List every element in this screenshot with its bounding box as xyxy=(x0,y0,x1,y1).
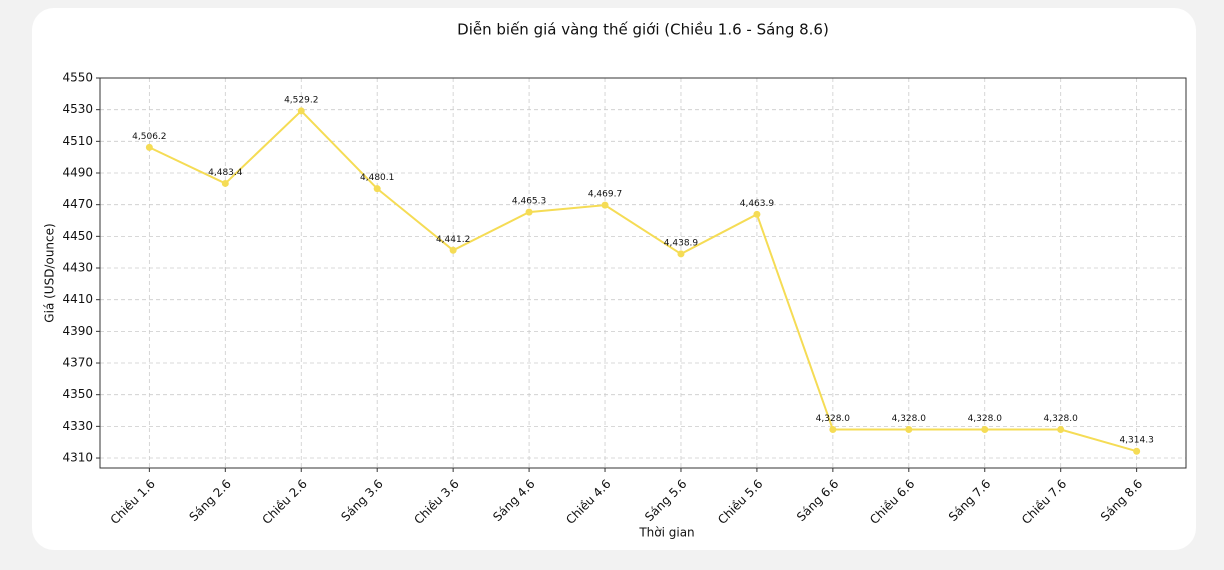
data-point xyxy=(753,210,761,218)
y-tick-label: 4370 xyxy=(62,356,93,370)
x-tick-label: Chiều 6.6 xyxy=(867,477,917,527)
x-tick-label: Sáng 2.6 xyxy=(186,477,233,524)
y-tick-label: 4450 xyxy=(62,229,93,243)
data-point xyxy=(981,426,989,434)
x-tick-label: Sáng 7.6 xyxy=(946,477,993,524)
y-tick-label: 4430 xyxy=(62,261,93,275)
value-label: 4,465.3 xyxy=(512,197,546,207)
data-point xyxy=(1133,447,1141,455)
data-point xyxy=(297,107,305,115)
data-point xyxy=(373,185,381,193)
x-tick-label: Sáng 5.6 xyxy=(642,477,689,524)
y-tick-label: 4550 xyxy=(62,71,93,85)
y-tick-label: 4530 xyxy=(62,102,93,116)
value-label: 4,529.2 xyxy=(284,95,318,105)
x-tick-label: Chiều 7.6 xyxy=(1019,477,1069,527)
y-tick-label: 4310 xyxy=(62,451,93,465)
y-tick-label: 4330 xyxy=(62,419,93,433)
data-point xyxy=(677,250,685,258)
value-label: 4,314.3 xyxy=(1119,436,1153,446)
value-label: 4,438.9 xyxy=(664,238,699,248)
data-point xyxy=(1057,426,1065,434)
chart-title: Diễn biến giá vàng thế giới (Chiều 1.6 -… xyxy=(457,21,829,39)
plot-frame xyxy=(99,77,1187,469)
data-point xyxy=(221,179,229,187)
x-tick-label: Sáng 8.6 xyxy=(1098,477,1145,524)
x-tick-label: Chiều 5.6 xyxy=(715,477,765,527)
data-line xyxy=(148,109,1137,453)
value-label: 4,506.2 xyxy=(132,132,166,142)
value-label: 4,328.0 xyxy=(968,414,1003,424)
value-label: 4,441.2 xyxy=(436,235,470,245)
value-label: 4,480.1 xyxy=(360,173,394,183)
x-tick-label: Chiều 2.6 xyxy=(259,477,309,527)
x-axis-label: Thời gian xyxy=(638,526,694,540)
data-point xyxy=(905,426,913,434)
data-point xyxy=(449,246,457,254)
value-label: 4,463.9 xyxy=(740,199,775,209)
x-tick-label: Chiều 3.6 xyxy=(411,477,461,527)
value-label: 4,469.7 xyxy=(588,190,622,200)
y-axis-label: Giá (USD/ounce) xyxy=(43,223,57,322)
data-point xyxy=(601,201,609,209)
data-point xyxy=(829,426,837,434)
data-point xyxy=(525,208,533,216)
y-tick-label: 4410 xyxy=(62,292,93,306)
value-label: 4,328.0 xyxy=(816,414,851,424)
value-label: 4,483.4 xyxy=(208,168,243,178)
x-tick-label: Chiều 1.6 xyxy=(108,477,158,527)
x-tick-label: Sáng 4.6 xyxy=(490,477,537,524)
y-tick-label: 4390 xyxy=(62,324,93,338)
y-tick-label: 4510 xyxy=(62,134,93,148)
value-label: 4,328.0 xyxy=(1044,414,1079,424)
x-tick-label: Sáng 6.6 xyxy=(794,477,841,524)
x-tick-label: Chiều 4.6 xyxy=(563,477,613,527)
x-tick-label: Sáng 3.6 xyxy=(338,477,385,524)
y-tick-label: 4490 xyxy=(62,166,93,180)
card xyxy=(32,8,1196,550)
value-label: 4,328.0 xyxy=(892,414,927,424)
y-tick-label: 4350 xyxy=(62,387,93,401)
data-point xyxy=(145,143,153,151)
y-tick-label: 4470 xyxy=(62,197,93,211)
